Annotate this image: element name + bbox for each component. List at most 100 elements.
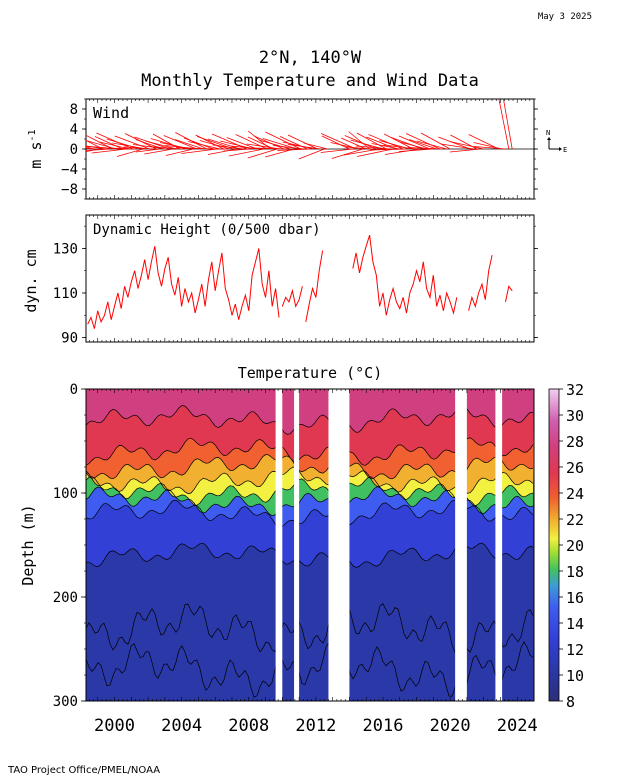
wind-vector <box>273 145 305 150</box>
wind-vector <box>405 133 441 150</box>
wind-vector <box>86 148 110 152</box>
dynamic-height-series <box>87 234 513 329</box>
wind-vector <box>207 138 241 150</box>
wind-vector <box>473 146 506 150</box>
wind-vector <box>282 141 315 150</box>
wind-vector <box>498 99 510 150</box>
wind-vector <box>331 148 363 159</box>
wind-vector <box>344 135 377 150</box>
wind-vector <box>344 146 373 150</box>
colorbar-ticks: 32 30 28 26 24 22 20 18 16 14 12 10 8 <box>559 381 584 711</box>
wind-y-tick-label: 8 <box>70 102 78 118</box>
wind-vector <box>303 142 328 150</box>
wind-y-label-unit: m s <box>27 141 45 168</box>
wind-vector <box>348 131 370 150</box>
dynamic-height-line <box>468 254 493 311</box>
data-gap <box>495 389 503 701</box>
wind-vector <box>384 148 420 155</box>
wind-vector <box>165 148 194 156</box>
wind-vector <box>114 135 150 150</box>
wind-vector <box>420 132 451 150</box>
dynamic-height-line <box>505 285 513 303</box>
year-tick-label: 2004 <box>161 716 202 736</box>
wind-vector <box>99 141 130 150</box>
wind-vector <box>86 140 103 150</box>
location-title: 2°N, 140°W <box>259 48 362 68</box>
wind-vector <box>148 146 184 150</box>
wind-vector <box>398 135 431 150</box>
dh-y-tick-label: 130 <box>53 241 78 257</box>
depth-tick-label: 200 <box>53 590 78 606</box>
wind-vector <box>409 139 437 150</box>
wind-vector <box>407 147 444 150</box>
year-tick-label: 2024 <box>497 716 538 736</box>
dh-y-axis: 130 110 90 <box>53 225 538 347</box>
data-gaps <box>275 389 503 701</box>
wind-vector <box>183 137 214 150</box>
wind-vector <box>86 147 97 150</box>
wind-vector <box>371 143 400 150</box>
temperature-field <box>86 389 534 701</box>
wind-vector <box>145 140 177 150</box>
dynamic-height-line <box>87 246 280 329</box>
wind-vector <box>228 148 264 157</box>
dynamic-height-line <box>352 234 458 316</box>
wind-y-tick-label: −4 <box>61 162 78 178</box>
depth-axis: 0 100 200 300 <box>53 382 86 710</box>
wind-vectors <box>86 99 513 160</box>
wind-vector <box>181 148 217 154</box>
data-gap <box>455 389 467 701</box>
wind-vector <box>356 132 387 150</box>
dh-y-tick-label: 110 <box>53 286 78 302</box>
wind-vector <box>441 143 474 150</box>
depth-tick-label: 300 <box>53 694 78 710</box>
wind-y-tick-label: 4 <box>70 122 78 138</box>
isotherm-band-28 <box>86 389 534 435</box>
depth-tick-label: 0 <box>70 382 78 398</box>
wind-vector <box>277 148 311 151</box>
wind-vector <box>416 140 447 150</box>
colorbar-tick-label: 20 <box>566 537 584 555</box>
data-gap <box>275 389 283 701</box>
wind-vector <box>356 148 394 157</box>
wind-vector <box>449 148 481 153</box>
wind-vector <box>350 139 384 150</box>
dynamic-height-panel: Dynamic Height (0/500 dbar) 130 110 90 dyn… <box>22 214 538 347</box>
colorbar-gradient <box>548 388 560 702</box>
wind-vector <box>212 144 244 150</box>
colorbar-tick-label: 22 <box>566 511 584 529</box>
wind-vector <box>192 148 227 150</box>
depth-tick-label: 100 <box>53 486 78 502</box>
footer-credit: TAO Project Office/PMEL/NOAA <box>7 765 160 776</box>
colorbar-tick-label: 28 <box>566 433 584 451</box>
dh-y-tick-label: 90 <box>61 331 78 347</box>
dh-y-axis-label: dyn. cm <box>22 249 40 312</box>
wind-vector <box>226 137 258 150</box>
wind-vector <box>91 148 127 154</box>
wind-vector <box>473 142 503 150</box>
wind-vector <box>247 148 278 159</box>
dynamic-height-line <box>281 286 303 308</box>
wind-vector <box>207 148 238 155</box>
colorbar-tick-label: 14 <box>566 615 584 633</box>
wind-vector <box>320 133 357 150</box>
year-tick-label: 2000 <box>94 716 135 736</box>
colorbar-tick-label: 10 <box>566 667 584 685</box>
wind-vector <box>174 139 204 150</box>
wind-vector <box>355 145 390 150</box>
wind-vector <box>123 146 154 150</box>
temperature-bands <box>86 389 534 701</box>
wind-vector <box>163 135 197 150</box>
year-axis: 2000 2004 2008 2012 2016 2020 2024 <box>94 716 538 736</box>
wind-vector <box>265 131 301 150</box>
year-tick-label: 2020 <box>430 716 471 736</box>
colorbar-tick-label: 16 <box>566 589 584 607</box>
wind-vector <box>503 99 513 150</box>
dynamic-height-line <box>305 250 324 322</box>
compass-north: N <box>546 129 550 137</box>
colorbar-tick-label: 30 <box>566 407 584 425</box>
year-tick-label: 2016 <box>363 716 404 736</box>
wind-vector <box>438 136 471 150</box>
wind-vector <box>258 139 291 150</box>
